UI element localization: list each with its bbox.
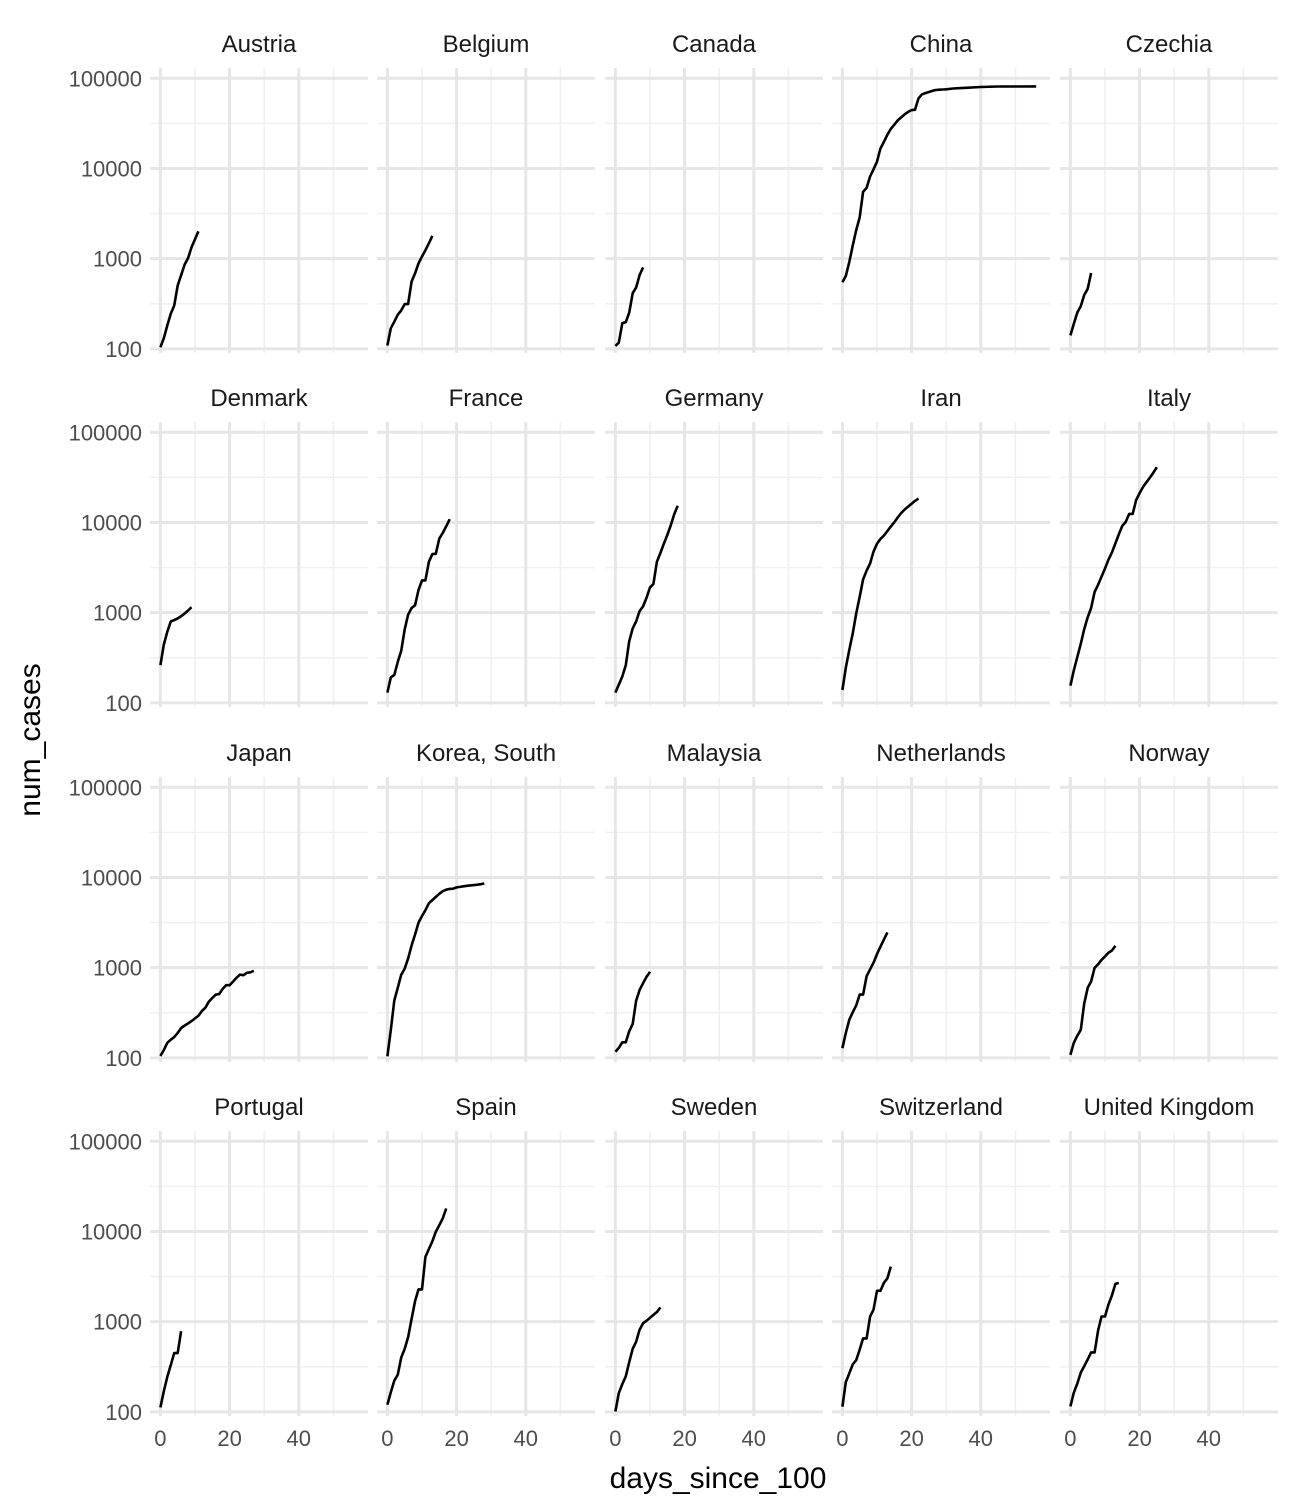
y-tick-label: 1000 bbox=[93, 601, 142, 626]
series-line-belgium bbox=[386, 235, 434, 346]
series-line-spain bbox=[386, 1208, 448, 1406]
panel-title: United Kingdom bbox=[1084, 1094, 1255, 1121]
panel-title: Japan bbox=[226, 740, 291, 767]
panel-title: Czechia bbox=[1126, 31, 1213, 58]
panel-czechia: Czechia bbox=[1060, 31, 1278, 353]
series-line-denmark bbox=[159, 606, 193, 666]
x-tick-label: 20 bbox=[1127, 1426, 1151, 1451]
y-tick-label: 1000 bbox=[93, 247, 142, 272]
panel-title: Denmark bbox=[210, 385, 308, 412]
x-tick-label: 0 bbox=[836, 1426, 848, 1451]
x-tick-label: 40 bbox=[514, 1426, 538, 1451]
x-tick-label: 40 bbox=[969, 1426, 993, 1451]
x-tick-label: 20 bbox=[672, 1426, 696, 1451]
panel-denmark: Denmark 100 1000 10000 100000 bbox=[69, 385, 368, 716]
x-tick-label: 40 bbox=[287, 1426, 311, 1451]
y-tick-label: 1000 bbox=[93, 956, 142, 981]
panel-title: Iran bbox=[920, 385, 961, 412]
y-tick-label: 100 bbox=[105, 691, 142, 716]
panel-title: Korea, South bbox=[416, 740, 556, 767]
series-line-sweden bbox=[614, 1306, 662, 1412]
series-line-japan bbox=[159, 969, 255, 1057]
series-line-iran bbox=[841, 497, 920, 691]
x-tick-label: 20 bbox=[899, 1426, 923, 1451]
series-line-united-kingdom bbox=[1069, 1281, 1120, 1407]
y-tick-label: 100000 bbox=[69, 775, 142, 800]
panel-title: Austria bbox=[222, 31, 297, 58]
panel-italy: Italy bbox=[1060, 385, 1278, 707]
panel-austria: Austria 100 1000 10000 100000 bbox=[69, 31, 368, 362]
panel-japan: Japan 100 1000 10000 100000 bbox=[69, 740, 368, 1071]
panel-title: Norway bbox=[1128, 740, 1209, 767]
panel-germany: Germany bbox=[605, 385, 823, 707]
series-line-austria bbox=[159, 230, 200, 348]
y-tick-label: 100000 bbox=[69, 1129, 142, 1154]
panel-title: Netherlands bbox=[876, 740, 1005, 767]
x-tick-label: 20 bbox=[217, 1426, 241, 1451]
x-tick-label: 0 bbox=[609, 1426, 621, 1451]
panel-netherlands: Netherlands bbox=[832, 740, 1050, 1062]
y-tick-label: 10000 bbox=[81, 510, 142, 535]
y-tick-label: 1000 bbox=[93, 1310, 142, 1335]
panel-korea-south: Korea, South bbox=[377, 740, 595, 1062]
series-line-switzerland bbox=[841, 1266, 893, 1407]
series-line-czechia bbox=[1069, 272, 1093, 336]
y-tick-label: 10000 bbox=[81, 1219, 142, 1244]
y-tick-label: 100 bbox=[105, 1046, 142, 1071]
y-tick-label: 10000 bbox=[81, 156, 142, 181]
series-line-canada bbox=[614, 266, 645, 347]
series-line-france bbox=[386, 518, 451, 693]
series-line-netherlands bbox=[841, 931, 889, 1049]
x-tick-label: 0 bbox=[154, 1426, 166, 1451]
panel-sweden: Sweden 0 20 40 bbox=[605, 1094, 823, 1451]
panel-title: Canada bbox=[672, 31, 757, 58]
y-axis-title: num_cases bbox=[14, 663, 47, 816]
series-line-portugal bbox=[159, 1331, 183, 1408]
series-line-norway bbox=[1069, 945, 1117, 1056]
panel-title: Malaysia bbox=[667, 740, 762, 767]
panel-title: Germany bbox=[665, 385, 764, 412]
y-tick-label: 100 bbox=[105, 337, 142, 362]
series-line-malaysia bbox=[614, 971, 652, 1053]
x-tick-label: 20 bbox=[444, 1426, 468, 1451]
panel-canada: Canada bbox=[605, 31, 823, 353]
x-tick-label: 40 bbox=[1197, 1426, 1221, 1451]
panel-belgium: Belgium bbox=[377, 31, 595, 353]
y-tick-label: 100000 bbox=[69, 66, 142, 91]
panel-title: Belgium bbox=[443, 31, 530, 58]
panel-title: Spain bbox=[455, 1094, 516, 1121]
y-tick-label: 100 bbox=[105, 1400, 142, 1425]
panel-spain: Spain 0 20 40 bbox=[377, 1094, 595, 1451]
panel-title: Italy bbox=[1147, 385, 1191, 412]
panel-norway: Norway bbox=[1060, 740, 1278, 1062]
panel-iran: Iran bbox=[832, 385, 1050, 707]
series-line-italy bbox=[1069, 466, 1158, 686]
x-tick-label: 0 bbox=[381, 1426, 393, 1451]
y-tick-label: 10000 bbox=[81, 865, 142, 890]
panel-title: Switzerland bbox=[879, 1094, 1003, 1121]
panel-switzerland: Switzerland 0 20 40 bbox=[832, 1094, 1050, 1451]
panel-portugal: Portugal 100 1000 10000 100000 0 20 40 bbox=[69, 1094, 368, 1451]
x-tick-label: 0 bbox=[1064, 1426, 1076, 1451]
panel-malaysia: Malaysia bbox=[605, 740, 823, 1062]
series-line-germany bbox=[614, 505, 679, 694]
x-tick-label: 40 bbox=[742, 1426, 766, 1451]
panel-china: China bbox=[832, 31, 1050, 353]
panel-title: China bbox=[910, 31, 973, 58]
panel-title: Sweden bbox=[671, 1094, 758, 1121]
x-axis-title: days_since_100 bbox=[610, 1462, 827, 1495]
y-tick-label: 100000 bbox=[69, 420, 142, 445]
series-line-korea-south bbox=[386, 882, 485, 1057]
panel-title: France bbox=[449, 385, 524, 412]
panel-united-kingdom: United Kingdom 0 20 40 bbox=[1060, 1094, 1278, 1451]
panel-title: Portugal bbox=[214, 1094, 303, 1121]
series-line-china bbox=[841, 85, 1037, 283]
panel-france: France bbox=[377, 385, 595, 707]
